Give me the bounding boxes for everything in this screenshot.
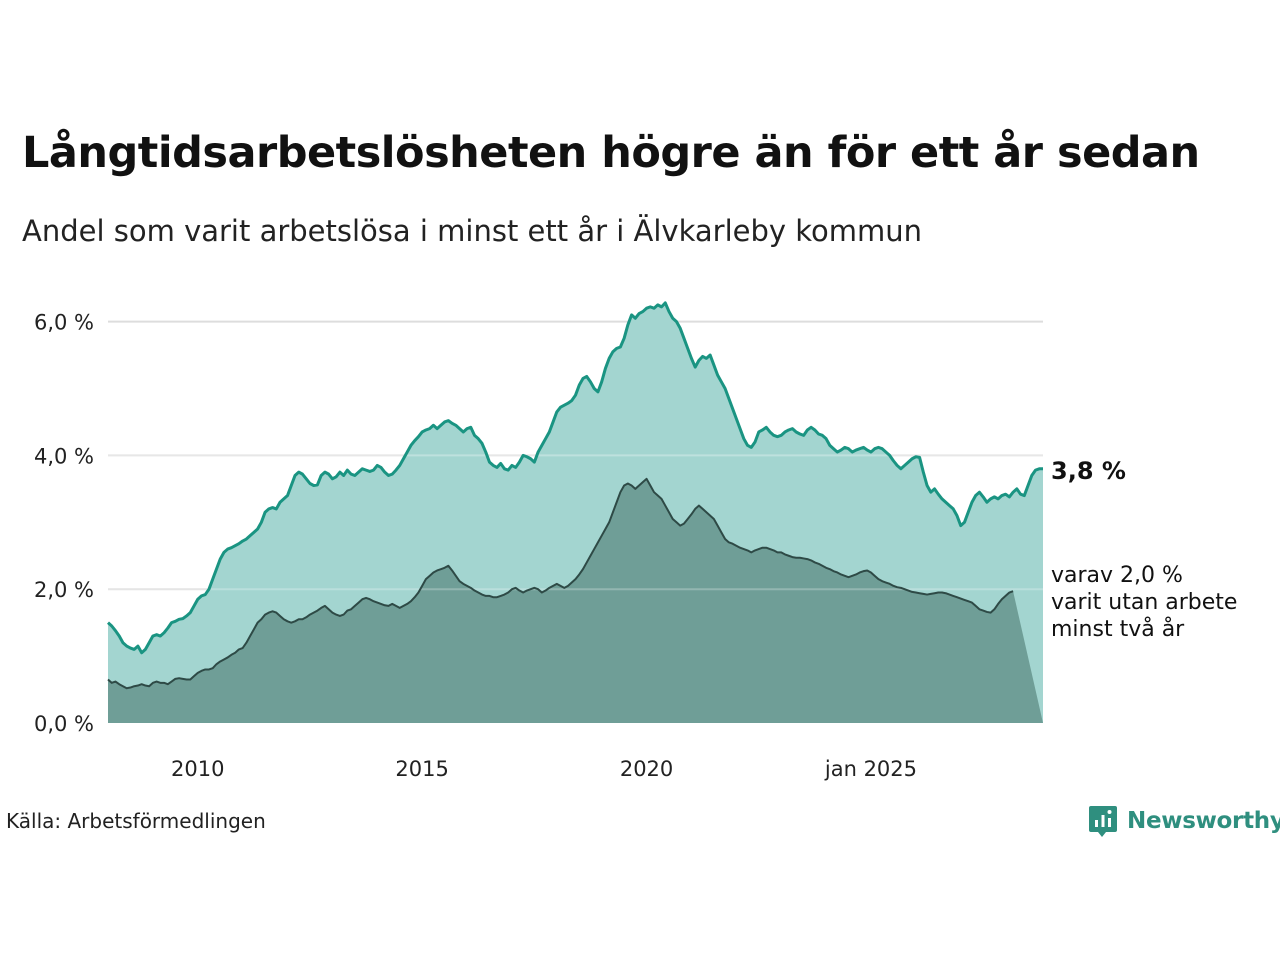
end-label-long-line: varit utan arbete — [1051, 590, 1237, 615]
y-tick-label: 2,0 % — [34, 578, 94, 602]
end-label-long-line: varav 2,0 % — [1051, 563, 1183, 588]
brand-name: Newsworthy — [1127, 808, 1280, 834]
chart-subtitle: Andel som varit arbetslösa i minst ett å… — [22, 214, 923, 248]
end-label-total: 3,8 % — [1051, 457, 1126, 485]
y-axis-ticks: 0,0 % 2,0 % 4,0 % 6,0 % — [34, 311, 94, 736]
total-line — [106, 301, 1043, 655]
x-axis-ticks: 2010 2015 2020 jan 2025 — [171, 757, 917, 781]
x-tick-label: 2020 — [620, 757, 673, 781]
chart-areas — [108, 302, 1043, 723]
y-tick-label: 0,0 % — [34, 712, 94, 736]
y-tick-label: 4,0 % — [34, 444, 94, 468]
chart-lines — [106, 301, 1043, 690]
source-note: Källa: Arbetsförmedlingen — [6, 809, 266, 833]
brand-logo[interactable]: Newsworthy — [1088, 804, 1280, 838]
y-tick-label: 6,0 % — [34, 311, 94, 335]
x-tick-label: 2015 — [395, 757, 448, 781]
x-tick-label: jan 2025 — [824, 757, 917, 781]
chart-title: Långtidsarbetslösheten högre än för ett … — [22, 128, 1200, 178]
long-term-area — [108, 478, 1043, 723]
end-label-long-line: minst två år — [1051, 616, 1185, 642]
x-tick-label: 2010 — [171, 757, 224, 781]
long-term-line — [107, 477, 1014, 690]
newsworthy-logo-icon — [1089, 806, 1117, 837]
